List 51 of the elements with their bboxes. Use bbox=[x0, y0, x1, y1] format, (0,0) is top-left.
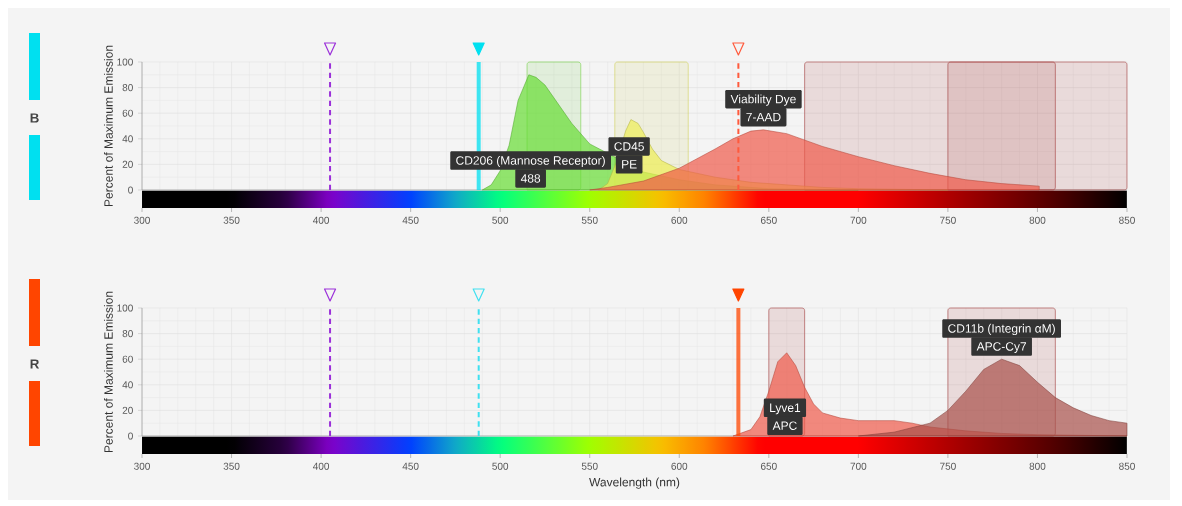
x-tick-label: 550 bbox=[581, 462, 598, 470]
x-tick-label: 850 bbox=[1119, 462, 1135, 470]
x-tick-label: 450 bbox=[402, 462, 419, 470]
y-tick-label: 0 bbox=[128, 432, 133, 440]
x-tick-label: 500 bbox=[492, 216, 509, 224]
text: R bbox=[30, 359, 40, 369]
x-tick-label: 700 bbox=[850, 462, 867, 470]
x-tick-label: 400 bbox=[312, 462, 330, 470]
y-tick-label: 0 bbox=[128, 186, 133, 194]
x-tick-label: 300 bbox=[134, 216, 150, 224]
x-tick-label: 350 bbox=[223, 462, 240, 470]
x-tick-label: 800 bbox=[1029, 216, 1046, 224]
y-tick-label: 20 bbox=[122, 406, 133, 414]
y-tick-label: 60 bbox=[122, 355, 133, 363]
x-tick-label: 450 bbox=[402, 216, 419, 224]
annotation: 488 bbox=[520, 174, 541, 183]
x-tick-label: 600 bbox=[671, 216, 688, 224]
annotation: APC-Cy7 bbox=[976, 342, 1027, 354]
x-tick-label: 400 bbox=[312, 216, 330, 224]
y-axis-title: Percent of Maximum Emission bbox=[103, 291, 113, 453]
x-tick-label: 650 bbox=[760, 216, 777, 224]
annotation: CD11b (Integrin αM) bbox=[948, 323, 1055, 336]
annotation: Viability Dye bbox=[730, 94, 796, 106]
y-tick-label: 100 bbox=[117, 58, 133, 66]
annotation: CD45 bbox=[614, 142, 644, 151]
x-tick-label: 300 bbox=[134, 462, 150, 470]
x-tick-label: 850 bbox=[1119, 216, 1135, 224]
x-tick-label: 500 bbox=[492, 462, 509, 470]
x-tick-label: 750 bbox=[940, 216, 956, 224]
x-tick-label: 350 bbox=[223, 216, 240, 224]
x-tick-label: 700 bbox=[850, 216, 867, 224]
x-tick-label: 600 bbox=[671, 462, 688, 470]
annotation: 7-AAD bbox=[746, 112, 781, 122]
x-axis-title: Wavelength (nm) bbox=[589, 477, 680, 489]
annotation: PE bbox=[622, 160, 637, 169]
y-tick-label: 60 bbox=[122, 109, 133, 117]
annotation: CD206 (Mannose Receptor) bbox=[456, 155, 605, 168]
y-tick-label: 100 bbox=[117, 304, 133, 312]
y-tick-label: 80 bbox=[122, 84, 133, 92]
text: B bbox=[30, 113, 39, 123]
y-tick-label: 20 bbox=[122, 160, 133, 168]
x-tick-label: 750 bbox=[940, 462, 956, 470]
x-tick-label: 550 bbox=[581, 216, 598, 224]
x-tick-label: 800 bbox=[1029, 462, 1046, 470]
annotation: APC bbox=[772, 421, 797, 430]
x-tick-label: 650 bbox=[760, 462, 777, 470]
y-axis-title: Percent of Maximum Emission bbox=[103, 45, 113, 207]
y-tick-label: 40 bbox=[122, 135, 133, 143]
annotation: Lyve1 bbox=[770, 403, 801, 415]
y-tick-label: 80 bbox=[122, 330, 133, 338]
y-tick-label: 40 bbox=[122, 381, 133, 389]
